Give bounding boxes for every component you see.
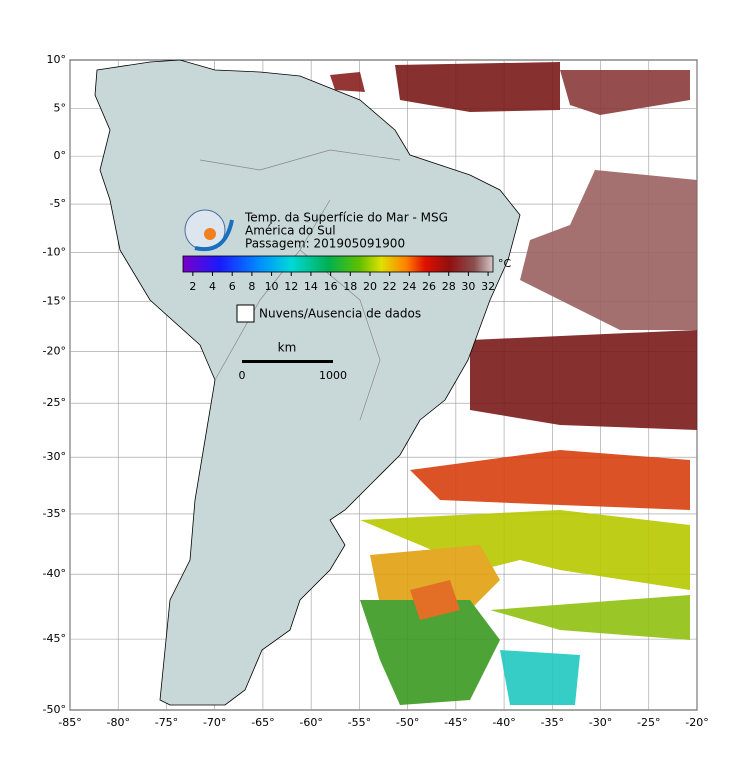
margin — [0, 0, 741, 58]
y-tick-label: -50° — [43, 703, 66, 716]
colorbar-label: 24 — [402, 280, 416, 293]
colorbar-label: 32 — [481, 280, 495, 293]
x-tick-label: -70° — [203, 716, 226, 729]
title-line: Temp. da Superfície do Mar - MSG — [244, 211, 448, 225]
y-tick-label: -15° — [43, 294, 66, 307]
x-tick-label: -85° — [58, 716, 81, 729]
borders — [199, 149, 401, 421]
colorbar-unit: °C — [498, 257, 512, 270]
y-tick-label: -10° — [43, 245, 66, 258]
x-tick-label: -80° — [106, 716, 129, 729]
x-tick-label: -65° — [251, 716, 274, 729]
scale-bar — [242, 360, 333, 363]
scale-unit: km — [278, 341, 297, 355]
legend-swatch — [236, 304, 255, 323]
colorbar-label: 14 — [304, 280, 318, 293]
colorbar-label: 10 — [265, 280, 279, 293]
x-tick-label: -55° — [348, 716, 371, 729]
x-tick-label: -20° — [685, 716, 708, 729]
x-tick-label: -25° — [637, 716, 660, 729]
colorbar-label: 26 — [422, 280, 436, 293]
title-line: América do Sul — [245, 224, 336, 238]
scale-label: 1000 — [319, 369, 347, 382]
y-tick-label: 5° — [54, 101, 67, 114]
x-tick-label: -50° — [396, 716, 419, 729]
logo — [184, 209, 234, 252]
legend-label: Nuvens/Ausencia de dados — [259, 307, 421, 321]
colorbar-label: 6 — [229, 280, 236, 293]
scale-label: 0 — [239, 369, 246, 382]
colorbar-label: 12 — [284, 280, 298, 293]
x-tick-label: -45° — [444, 716, 467, 729]
y-tick-label: -25° — [43, 396, 66, 409]
y-tick-label: -5° — [50, 197, 66, 210]
y-tick-label: -45° — [43, 632, 66, 645]
colorbar-label: 2 — [189, 280, 196, 293]
y-tick-label: -30° — [43, 450, 66, 463]
sst-patches — [330, 62, 697, 705]
colorbar-label: 16 — [324, 280, 338, 293]
colorbar-label: 18 — [343, 280, 357, 293]
y-tick-label: 10° — [47, 53, 67, 66]
colorbar — [182, 255, 494, 273]
colorbar-label: 4 — [209, 280, 216, 293]
colorbar-label: 28 — [442, 280, 456, 293]
colorbar-label: 30 — [461, 280, 475, 293]
x-tick-label: -75° — [155, 716, 178, 729]
y-tick-label: -40° — [43, 567, 66, 580]
x-tick-label: -30° — [589, 716, 612, 729]
y-tick-label: -35° — [43, 507, 66, 520]
x-tick-label: -40° — [492, 716, 515, 729]
colorbar-label: 8 — [248, 280, 255, 293]
x-tick-label: -60° — [299, 716, 322, 729]
title-line: Passagem: 201905091900 — [245, 237, 405, 251]
y-tick-label: 0° — [54, 149, 67, 162]
x-tick-label: -35° — [541, 716, 564, 729]
y-tick-label: -20° — [43, 344, 66, 357]
colorbar-label: 20 — [363, 280, 377, 293]
colorbar-label: 22 — [383, 280, 397, 293]
